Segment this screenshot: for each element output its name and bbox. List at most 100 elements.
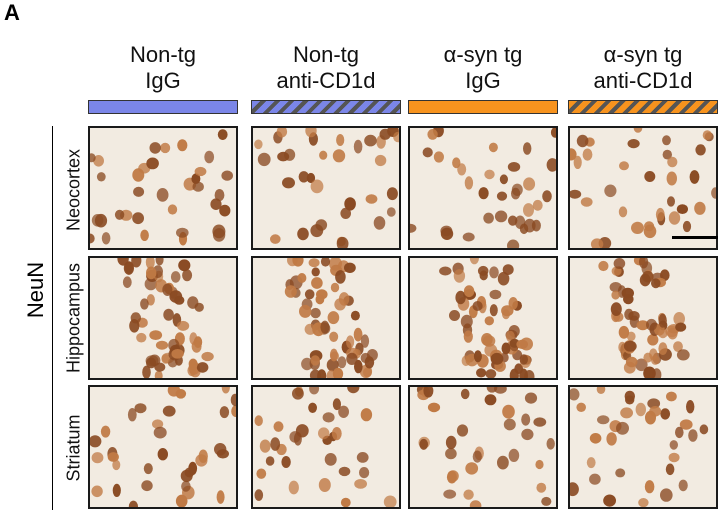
stained-nucleus: [359, 467, 370, 479]
stained-nucleus: [472, 450, 482, 463]
stained-nucleus: [469, 500, 482, 507]
stained-nucleus: [576, 134, 589, 148]
stained-nucleus: [350, 310, 360, 321]
stained-nucleus: [523, 142, 532, 155]
stained-nucleus: [463, 330, 473, 343]
stained-nucleus: [673, 312, 685, 326]
column-header-line1: Non-tg: [292, 42, 360, 67]
group-bar-asyn-igg: [408, 100, 558, 114]
stained-nucleus: [310, 179, 324, 194]
stained-nucleus: [509, 339, 519, 352]
stained-nucleus: [331, 427, 342, 441]
stained-nucleus: [329, 331, 339, 342]
stained-nucleus: [461, 355, 471, 367]
stained-nucleus: [288, 480, 299, 495]
stained-nucleus: [270, 437, 281, 451]
stained-nucleus: [344, 197, 356, 211]
stained-nucleus: [523, 177, 536, 191]
stained-nucleus: [192, 181, 204, 192]
stained-nucleus: [329, 348, 338, 362]
stained-nucleus: [281, 456, 291, 468]
stained-nucleus: [521, 428, 534, 441]
stained-nucleus: [162, 283, 173, 296]
stained-nucleus: [439, 266, 452, 276]
stained-nucleus: [175, 494, 188, 507]
stained-nucleus: [645, 410, 656, 425]
stained-nucleus: [133, 186, 145, 197]
stained-nucleus: [422, 147, 433, 158]
stained-nucleus: [356, 452, 369, 463]
stained-nucleus: [463, 489, 474, 500]
stained-nucleus: [379, 128, 391, 140]
stained-nucleus: [473, 350, 482, 363]
stained-nucleus: [254, 139, 263, 150]
stained-nucleus: [155, 258, 164, 266]
stained-nucleus: [374, 154, 387, 167]
stained-nucleus: [301, 357, 313, 371]
stained-nucleus: [464, 176, 474, 190]
stained-nucleus: [276, 128, 288, 138]
stained-nucleus: [322, 412, 335, 423]
stained-nucleus: [596, 387, 606, 394]
stained-nucleus: [327, 311, 340, 325]
stained-nucleus: [94, 213, 108, 228]
stained-nucleus: [134, 403, 147, 414]
stained-nucleus: [660, 269, 670, 281]
stained-nucleus: [643, 352, 653, 363]
stained-nucleus: [154, 370, 163, 378]
stained-nucleus: [449, 310, 460, 321]
stained-nucleus: [315, 294, 325, 305]
stained-nucleus: [658, 342, 668, 355]
stained-nucleus: [484, 316, 494, 326]
stained-nucleus: [489, 304, 498, 317]
stained-nucleus: [90, 435, 102, 448]
stained-nucleus: [346, 352, 358, 365]
column-header-nontg-igg: Non-tg IgG: [88, 42, 238, 96]
stained-nucleus: [309, 369, 321, 378]
stained-nucleus: [340, 207, 351, 219]
stained-nucleus: [336, 236, 349, 248]
stained-nucleus: [610, 302, 622, 316]
stained-nucleus: [157, 448, 168, 461]
column-header-nontg-anticd1d: Non-tg anti-CD1d: [251, 42, 401, 96]
stained-nucleus: [497, 271, 510, 286]
stained-nucleus: [112, 459, 121, 471]
stained-nucleus: [256, 468, 267, 479]
stained-nucleus: [542, 190, 552, 203]
stained-nucleus: [353, 327, 363, 342]
stained-nucleus: [651, 278, 661, 289]
stained-nucleus: [364, 134, 377, 147]
stained-nucleus: [617, 285, 626, 298]
stained-nucleus: [162, 405, 176, 417]
stained-nucleus: [460, 388, 470, 400]
stained-nucleus: [483, 212, 494, 224]
micrograph-hippocampus-1: [251, 256, 401, 380]
stained-nucleus: [523, 203, 534, 217]
stained-nucleus: [573, 155, 582, 169]
stained-nucleus: [644, 171, 656, 182]
stained-nucleus: [633, 128, 643, 133]
stained-nucleus: [455, 290, 466, 305]
stained-nucleus: [477, 265, 489, 276]
column-header-line2: anti-CD1d: [593, 68, 693, 93]
stained-nucleus: [383, 495, 397, 507]
stained-nucleus: [686, 400, 695, 414]
stained-nucleus: [598, 260, 609, 272]
group-bar-nontg-anticd1d: [251, 100, 401, 114]
stained-nucleus: [114, 209, 125, 220]
group-bar-nontg-igg: [88, 100, 238, 114]
stained-nucleus: [502, 264, 514, 275]
stained-nucleus: [494, 210, 508, 223]
stained-nucleus: [204, 150, 215, 164]
stained-nucleus: [673, 341, 683, 352]
stained-nucleus: [289, 431, 301, 443]
stained-nucleus: [132, 212, 144, 225]
stained-nucleus: [332, 398, 341, 411]
stained-nucleus: [694, 201, 706, 215]
stained-nucleus: [178, 259, 191, 272]
stained-nucleus: [386, 207, 396, 217]
stained-nucleus: [221, 387, 230, 394]
stained-nucleus: [666, 171, 677, 186]
stained-nucleus: [511, 183, 523, 196]
stained-nucleus: [91, 485, 103, 498]
